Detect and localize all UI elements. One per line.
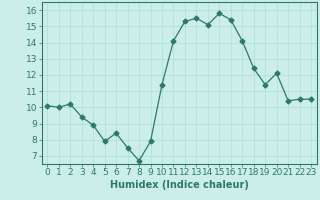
X-axis label: Humidex (Indice chaleur): Humidex (Indice chaleur) (110, 180, 249, 190)
